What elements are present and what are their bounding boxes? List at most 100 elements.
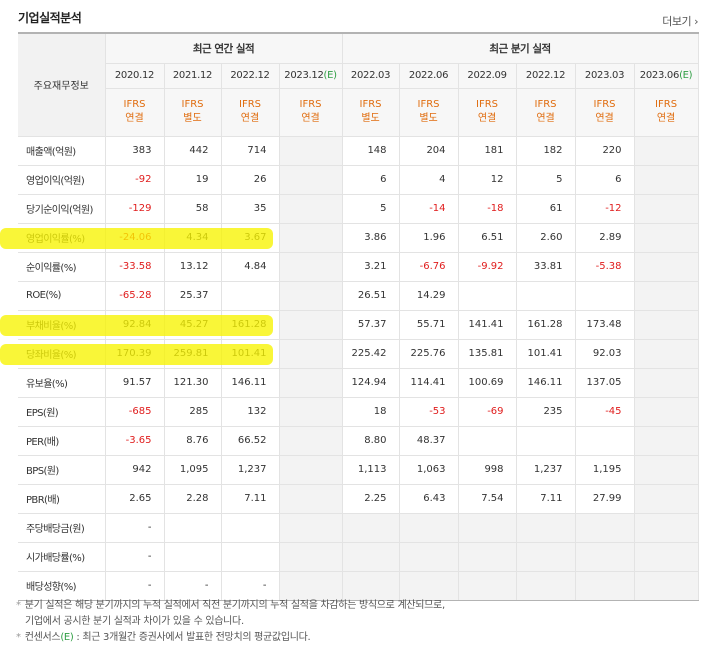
table-cell: -45	[574, 396, 635, 427]
table-cell	[278, 367, 343, 398]
column-date: 2022.06	[398, 62, 459, 89]
table-cell	[633, 454, 699, 485]
table-row: 주당배당금(원) -	[18, 512, 699, 543]
table-cell	[633, 193, 699, 224]
column-ifrs: IFRS 연결	[457, 87, 517, 137]
table-cell	[278, 135, 343, 166]
ifrs-label: IFRS	[417, 99, 440, 110]
cell-value: 141.41	[468, 319, 504, 330]
column-ifrs: IFRS 연결	[515, 87, 576, 137]
cell-value: 114.41	[410, 377, 446, 388]
basis-label: 연결	[301, 113, 320, 124]
cell-value: -	[262, 580, 267, 591]
table-cell	[398, 512, 459, 543]
row-label-text: 당기순이익(억원)	[26, 205, 93, 216]
table-cell: 146.11	[515, 367, 576, 398]
cell-value: -14	[429, 203, 446, 214]
row-label-text: BPS(원)	[26, 466, 59, 477]
table-cell: 58	[163, 193, 222, 224]
table-cell: 182	[515, 135, 576, 166]
cell-value: 1,095	[179, 464, 209, 475]
cell-value: -	[147, 580, 152, 591]
table-cell	[278, 338, 343, 369]
table-row: 시가배당률(%) -	[18, 541, 699, 572]
cell-value: 161.28	[527, 319, 563, 330]
table-cell: -33.58	[104, 251, 165, 282]
table-row: 당기순이익(억원) -129 58 35 5 -14 -18 61 -12	[18, 193, 699, 224]
row-label-text: 영업이익률(%)	[26, 234, 85, 245]
basis-label: 연결	[240, 113, 260, 124]
more-label: 더보기	[662, 15, 692, 28]
table-cell: 18	[341, 396, 400, 427]
table-cell: 66.52	[220, 425, 280, 456]
note-3: * 컨센서스(E) : 최근 3개월간 증권사에서 발표한 전망치의 평균값입니다…	[16, 632, 311, 643]
column-date: 2023.03	[574, 62, 635, 89]
column-date: 2020.12	[104, 62, 165, 89]
table-cell: 101.41	[220, 338, 280, 369]
row-label: PBR(배)	[18, 483, 106, 514]
row-header-label: 주요재무정보	[18, 32, 106, 137]
table-cell	[278, 222, 343, 253]
ifrs-label: IFRS	[299, 99, 322, 110]
basis-label: 별도	[183, 113, 202, 124]
row-label: 영업이익(억원)	[18, 164, 106, 195]
cell-value: 27.99	[592, 493, 622, 504]
table-row: EPS(원) -685 285 132 18 -53 -69 235 -45	[18, 396, 699, 427]
ifrs-label: IFRS	[593, 99, 616, 110]
table-cell	[633, 367, 699, 398]
column-ifrs: IFRS 별도	[341, 87, 400, 137]
row-label-text: 시가배당률(%)	[26, 553, 85, 564]
table-cell	[633, 570, 699, 601]
row-label: 시가배당률(%)	[18, 541, 106, 572]
column-ifrs: IFRS 별도	[398, 87, 459, 137]
cell-value: 173.48	[586, 319, 622, 330]
column-date: 2023.12(E)	[278, 62, 343, 89]
date-text: 2022.06	[408, 70, 449, 81]
cell-value: -	[147, 551, 152, 562]
table-cell	[278, 193, 343, 224]
table-cell: 27.99	[574, 483, 635, 514]
date-text: 2021.12	[172, 70, 213, 81]
table-cell: 5	[341, 193, 400, 224]
estimate-mark: (E)	[679, 70, 693, 81]
cell-value: 48.37	[416, 435, 446, 446]
table-cell: -	[220, 570, 280, 601]
row-label: 주당배당금(원)	[18, 512, 106, 543]
row-label: 당기순이익(억원)	[18, 193, 106, 224]
table-cell: 1.96	[398, 222, 459, 253]
cell-value: 235	[543, 406, 563, 417]
table-cell	[574, 512, 635, 543]
ifrs-label: IFRS	[476, 99, 499, 110]
table-cell: -129	[104, 193, 165, 224]
cell-value: -685	[128, 406, 152, 417]
cell-value: 101.41	[231, 348, 267, 359]
column-date: 2022.09	[457, 62, 517, 89]
cell-value: 225.76	[410, 348, 446, 359]
table-cell: 92.84	[104, 309, 165, 340]
table-row: PER(배) -3.65 8.76 66.52 8.80 48.37	[18, 425, 699, 456]
table-cell: -14	[398, 193, 459, 224]
cell-value: 13.12	[179, 261, 209, 272]
table-cell: 55.71	[398, 309, 459, 340]
footnotes: * 분기 실적은 해당 분기까지의 누적 실적에서 직전 분기까지의 누적 실적을…	[16, 598, 696, 646]
table-cell: 383	[104, 135, 165, 166]
table-cell	[220, 280, 280, 311]
column-date: 2022.03	[341, 62, 400, 89]
cell-value: -69	[487, 406, 504, 417]
table-row: 유보율(%) 91.57 121.30 146.11 124.94 114.41 100.6…	[18, 367, 699, 398]
cell-value: 8.76	[186, 435, 209, 446]
table-cell: 137.05	[574, 367, 635, 398]
cell-value: 8.80	[364, 435, 387, 446]
table-cell: -9.92	[457, 251, 517, 282]
table-row: 영업이익률(%) -24.06 4.34 3.67 3.86 1.96 6.51 2.60 2.…	[18, 222, 699, 253]
table-cell	[341, 570, 400, 601]
cell-value: 259.81	[173, 348, 209, 359]
table-cell: 7.11	[220, 483, 280, 514]
column-ifrs: IFRS 연결	[633, 87, 699, 137]
row-label: 유보율(%)	[18, 367, 106, 398]
table-cell	[457, 280, 517, 311]
cell-value: 4.84	[244, 261, 267, 272]
column-date: 2021.12	[163, 62, 222, 89]
more-link[interactable]: 더보기 ›	[662, 13, 698, 29]
basis-label: 별도	[419, 113, 438, 124]
